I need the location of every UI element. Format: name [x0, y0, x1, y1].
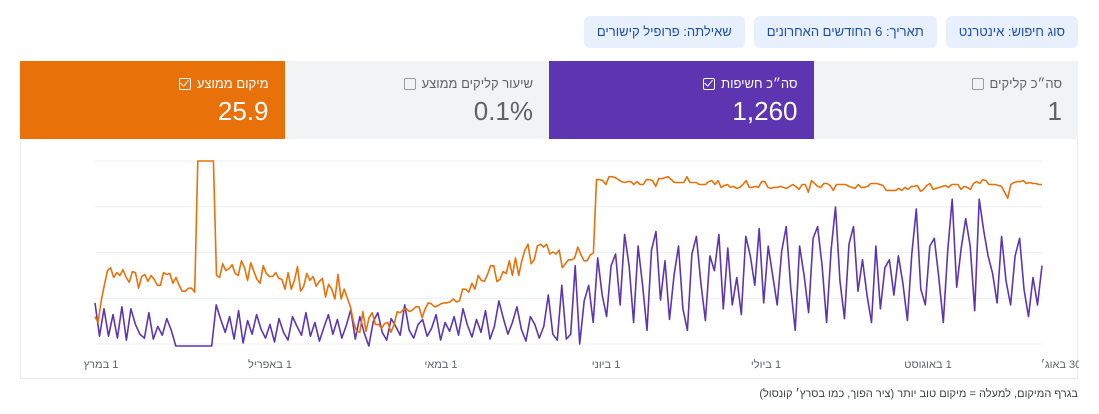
- metric-value: 1: [1047, 96, 1062, 126]
- checkbox-icon[interactable]: [403, 77, 416, 90]
- checkbox-checked-icon[interactable]: [178, 76, 191, 90]
- metric-label: סה״כ חשיפות: [721, 76, 798, 91]
- metric-value: 0.1%: [473, 96, 533, 126]
- x-tick-label: 1 במרץ: [84, 359, 119, 371]
- x-tick-label: 1 באפריל: [248, 358, 292, 371]
- x-tick-label: 30 באוג׳: [1041, 358, 1079, 371]
- metric-total-clicks[interactable]: סה״כ קליקים 1: [813, 61, 1078, 139]
- impressions-series-line: [94, 198, 1043, 347]
- metric-total-impressions[interactable]: סה״כ חשיפות 1,260: [549, 61, 814, 139]
- metric-value: 1,260: [732, 96, 798, 126]
- metric-label: מיקום ממוצע: [196, 76, 269, 91]
- filter-query[interactable]: שאילתה: פרופיל קישורים: [583, 16, 745, 48]
- x-tick-label: 1 באוגוסט: [904, 359, 951, 371]
- metric-label: סה״כ קליקים: [989, 76, 1062, 91]
- metric-average-ctr[interactable]: שיעור קליקים ממוצע 0.1%: [284, 61, 549, 139]
- x-tick-label: 1 ביולי: [751, 358, 781, 371]
- performance-chart: 1 במרץ 1 באפריל 1 במאי 1 ביוני 1 ביולי 1 באוג…: [20, 139, 1079, 379]
- filter-date[interactable]: תאריך: 6 החודשים האחרונים: [753, 16, 937, 48]
- metric-value: 25.9: [217, 96, 269, 126]
- x-tick-label: 1 ביוני: [592, 359, 621, 371]
- filter-chips: סוג חיפוש: אינטרנט תאריך: 6 החודשים האחר…: [583, 16, 1078, 48]
- checkbox-icon[interactable]: [971, 77, 984, 90]
- metric-label: שיעור קליקים ממוצע: [421, 76, 533, 91]
- metric-cards: סה״כ קליקים 1 סה״כ חשיפות 1,260 שיעור קל…: [20, 61, 1078, 139]
- x-tick-label: 1 במאי: [424, 359, 457, 371]
- metric-average-position[interactable]: מיקום ממוצע 25.9: [20, 61, 285, 139]
- position-series-line: [94, 160, 1042, 334]
- chart-footnote: בגרף המיקום, למעלה = מיקום טוב יותר (ציר…: [759, 388, 1078, 400]
- filter-search-type[interactable]: סוג חיפוש: אינטרנט: [945, 16, 1078, 48]
- checkbox-checked-icon[interactable]: [703, 76, 716, 90]
- line-chart: 1 במרץ 1 באפריל 1 במאי 1 ביוני 1 ביולי 1 באוג…: [84, 160, 1079, 371]
